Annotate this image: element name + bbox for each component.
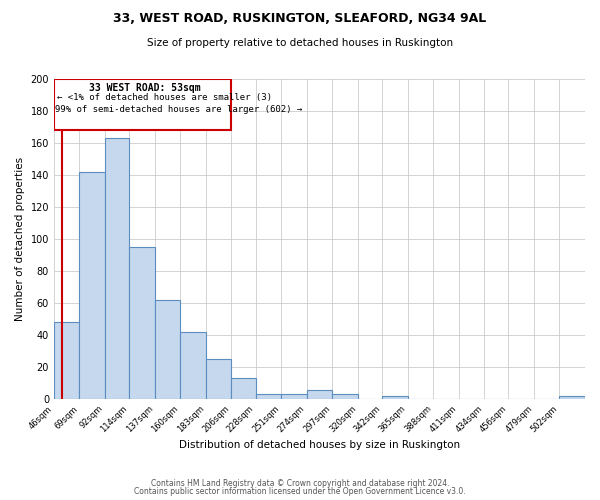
Bar <box>155 300 181 399</box>
Text: ← <1% of detached houses are smaller (3): ← <1% of detached houses are smaller (3) <box>57 94 272 102</box>
X-axis label: Distribution of detached houses by size in Ruskington: Distribution of detached houses by size … <box>179 440 460 450</box>
Bar <box>181 332 206 399</box>
Bar <box>307 390 332 399</box>
Bar <box>105 138 130 399</box>
Bar <box>559 396 585 399</box>
Text: 33, WEST ROAD, RUSKINGTON, SLEAFORD, NG34 9AL: 33, WEST ROAD, RUSKINGTON, SLEAFORD, NG3… <box>113 12 487 26</box>
Bar <box>256 394 281 399</box>
Bar <box>232 378 256 399</box>
Y-axis label: Number of detached properties: Number of detached properties <box>15 157 25 321</box>
Bar <box>54 322 79 399</box>
Text: 33 WEST ROAD: 53sqm: 33 WEST ROAD: 53sqm <box>89 83 200 93</box>
Bar <box>206 359 232 399</box>
Text: Contains HM Land Registry data © Crown copyright and database right 2024.: Contains HM Land Registry data © Crown c… <box>151 478 449 488</box>
Text: 99% of semi-detached houses are larger (602) →: 99% of semi-detached houses are larger (… <box>55 106 302 114</box>
Text: Size of property relative to detached houses in Ruskington: Size of property relative to detached ho… <box>147 38 453 48</box>
Bar <box>281 394 307 399</box>
Bar <box>332 394 358 399</box>
Bar <box>130 247 155 399</box>
Bar <box>382 396 407 399</box>
Bar <box>79 172 105 399</box>
FancyBboxPatch shape <box>54 79 232 130</box>
Text: Contains public sector information licensed under the Open Government Licence v3: Contains public sector information licen… <box>134 487 466 496</box>
